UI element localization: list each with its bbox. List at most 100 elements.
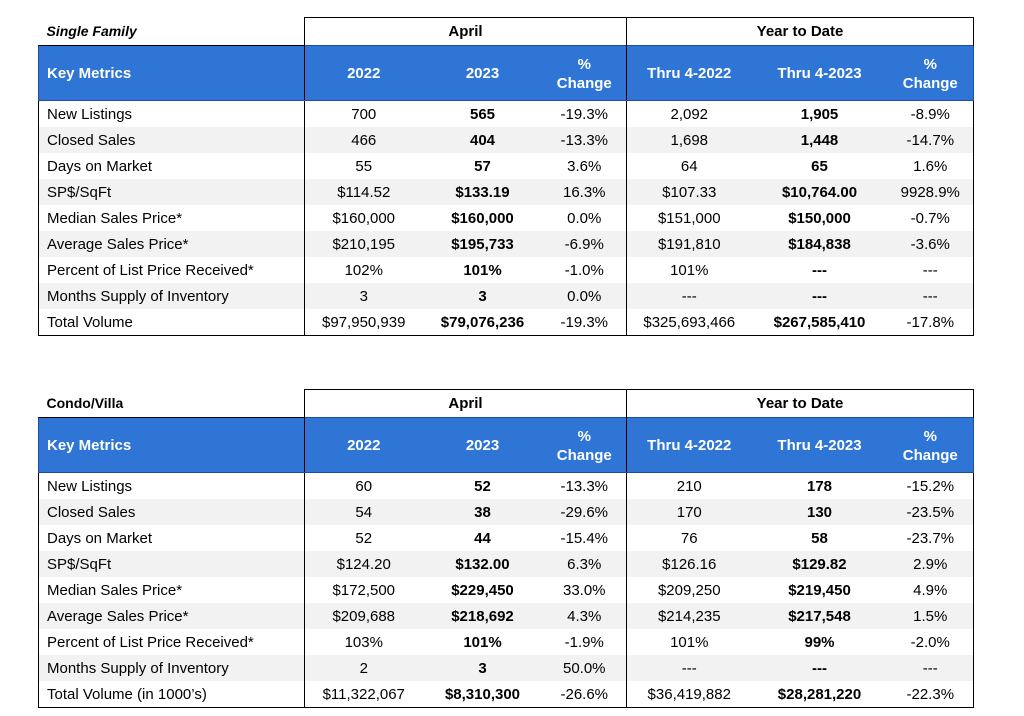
april-2023-value: 101% (463, 261, 502, 279)
col-header-2022: 2022 (304, 45, 423, 101)
ytd-2022-value: 101% (626, 257, 752, 283)
april-pct-change-value: -15.4% (560, 529, 609, 547)
april-2023-value: $160,000 (451, 209, 514, 227)
ytd-pct-change-value: --- (887, 257, 975, 283)
ytd-2022-value: $325,693,466 (626, 309, 752, 336)
april-2023-value: 38 (422, 499, 543, 525)
april-2023-value: $133.19 (422, 179, 543, 205)
ytd-pct-change-value: -23.7% (887, 525, 975, 551)
col-header-thru-2023: Thru 4-2023 (751, 45, 888, 101)
ytd-2023-value: 178 (807, 477, 833, 495)
col-header-thru-2022: Thru 4-2022 (626, 45, 752, 101)
metric-label: New Listings (38, 472, 305, 499)
april-2022-value: $210,195 (304, 231, 423, 257)
ytd-2022-value: $151,000 (626, 205, 752, 231)
table-row: New Listings 700 565 -19.3% 2,092 1,905 … (38, 100, 975, 127)
section-header-row: Single Family April Year to Date (38, 17, 975, 46)
metric-label: Total Volume (38, 309, 305, 336)
table-row: Total Volume $97,950,939 $79,076,236 -19… (38, 309, 975, 336)
ytd-pct-change-value: -23.5% (887, 499, 975, 525)
table-row: Median Sales Price* $172,500 $229,450 33… (38, 577, 975, 603)
ytd-2023-value: --- (751, 655, 888, 681)
metric-label: Closed Sales (38, 127, 305, 153)
ytd-2023-value: 58 (811, 529, 828, 547)
table-row: New Listings 60 52 -13.3% 210 178 -15.2% (38, 472, 975, 499)
ytd-2023-value: 65 (811, 157, 828, 175)
ytd-2022-value: 210 (626, 472, 752, 499)
ytd-2022-value: --- (626, 283, 752, 309)
ytd-2022-value: $214,235 (626, 603, 752, 629)
april-pct-change-value: -29.6% (542, 499, 627, 525)
ytd-2023-value: $217,548 (751, 603, 888, 629)
table-row: Months Supply of Inventory 2 3 50.0% ---… (38, 655, 975, 681)
april-group-header: April (303, 389, 628, 418)
april-2022-value: 54 (304, 499, 423, 525)
ytd-2022-value: --- (626, 655, 752, 681)
ytd-2023-value: $10,764.00 (751, 179, 888, 205)
section-title: Condo/Villa (38, 389, 305, 418)
april-2022-value: 3 (304, 283, 423, 309)
section-header-row: Condo/Villa April Year to Date (38, 389, 975, 418)
ytd-pct-change-value: 1.5% (887, 603, 975, 629)
ytd-2023-value: $28,281,220 (751, 681, 888, 708)
ytd-pct-change-value: --- (887, 655, 975, 681)
metric-label: Percent of List Price Received* (38, 257, 305, 283)
ytd-2022-value: 76 (626, 525, 752, 551)
april-pct-change-value: 0.0% (542, 283, 627, 309)
ytd-2023-value: $267,585,410 (751, 309, 888, 336)
col-header-2023: 2023 (422, 417, 543, 473)
col-header-thru-2023: Thru 4-2023 (751, 417, 888, 473)
metric-label: Months Supply of Inventory (38, 655, 305, 681)
column-header-row: Key Metrics 2022 2023 % Change Thru 4-20… (38, 45, 975, 101)
april-pct-change-value: 50.0% (542, 655, 627, 681)
april-2022-value: 60 (304, 472, 423, 499)
april-2023-value: $195,733 (422, 231, 543, 257)
ytd-pct-change-value: 1.6% (887, 153, 975, 179)
april-2022-value: 55 (304, 153, 423, 179)
april-pct-change-value: 3.6% (567, 157, 602, 175)
metric-label: Closed Sales (38, 499, 305, 525)
table-row: Closed Sales 54 38 -29.6% 170 130 -23.5% (38, 499, 975, 525)
ytd-2022-value: 170 (626, 499, 752, 525)
pct-symbol: % (577, 428, 591, 445)
ytd-pct-change-value: 2.9% (887, 551, 975, 577)
single-family-body: Single Family April Year to Date Key Met… (38, 17, 975, 336)
april-2023-value: 44 (474, 529, 491, 547)
ytd-2023-value: 1,448 (751, 127, 888, 153)
april-2022-value: $160,000 (304, 205, 423, 231)
ytd-2022-value: $126.16 (626, 551, 752, 577)
single-family-table: Single Family April Year to Date Key Met… (38, 17, 975, 336)
april-2022-value: 102% (304, 257, 423, 283)
ytd-2023-value: 1,905 (800, 105, 839, 123)
table-row: Closed Sales 466 404 -13.3% 1,698 1,448 … (38, 127, 975, 153)
condo-villa-table: Condo/Villa April Year to Date Key Metri… (38, 389, 975, 708)
april-pct-change-value: 0.0% (567, 209, 602, 227)
metric-label: Months Supply of Inventory (38, 283, 305, 309)
metric-label: Median Sales Price* (38, 205, 305, 231)
table-row: Total Volume (in 1000’s) $11,322,067 $8,… (38, 681, 975, 708)
metric-label: SP$/SqFt (38, 179, 305, 205)
ytd-2022-value: $107.33 (626, 179, 752, 205)
ytd-2023-value: $150,000 (788, 209, 851, 227)
april-2023-value: 3 (422, 283, 543, 309)
section-title: Single Family (38, 17, 305, 46)
table-row: Average Sales Price* $210,195 $195,733 -… (38, 231, 975, 257)
table-row: Days on Market 55 57 3.6% 64 65 1.6% (38, 153, 975, 179)
april-group-header: April (303, 17, 628, 46)
col-header-pct-change: % Change (542, 417, 627, 473)
table-row: Percent of List Price Received* 102% 101… (38, 257, 975, 283)
april-2023-value: 52 (474, 477, 491, 495)
ytd-2022-value: $36,419,882 (626, 681, 752, 708)
ytd-2022-value: 101% (626, 629, 752, 655)
april-pct-change-value: -1.0% (564, 261, 604, 279)
table-row: Average Sales Price* $209,688 $218,692 4… (38, 603, 975, 629)
ytd-group-header: Year to Date (626, 17, 975, 46)
change-word: Change (556, 447, 612, 464)
ytd-2022-value: 64 (626, 153, 752, 179)
change-word: Change (556, 75, 612, 92)
april-pct-change-value: 6.3% (542, 551, 627, 577)
metric-label: Median Sales Price* (38, 577, 305, 603)
change-word: Change (902, 75, 958, 92)
april-pct-change-value: 33.0% (562, 581, 606, 599)
ytd-pct-change-value: --- (887, 283, 975, 309)
